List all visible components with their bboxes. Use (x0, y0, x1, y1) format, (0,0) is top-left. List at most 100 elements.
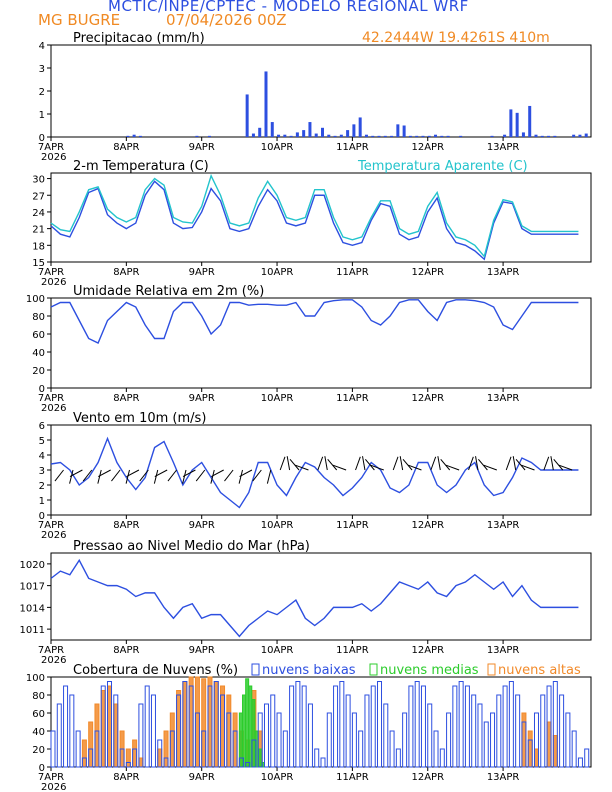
wind-arrow (82, 469, 93, 482)
wind-arrow (440, 458, 451, 471)
precip-bar (314, 133, 318, 137)
pressure-frame (50, 552, 592, 641)
cloud-bar-nuvens-altas (157, 748, 163, 768)
cloud-bar-nuvens-baixas (577, 757, 583, 768)
wind-arrow (364, 458, 375, 471)
wind-arrow (370, 464, 384, 471)
cloud-bar-nuvens-baixas (119, 748, 125, 768)
rh-xtick-label: 13APR (487, 393, 520, 404)
cloud-bar-nuvens-altas (220, 685, 226, 768)
wind-arrow (475, 456, 479, 471)
cloud-bar-nuvens-baixas (351, 712, 357, 768)
precip-bar (277, 134, 281, 137)
rh-xtick-label: 12APR (411, 393, 444, 404)
rh-xtick-label: 7APR (38, 393, 64, 404)
precip-bar (352, 124, 356, 137)
wind-year-label: 2026 (41, 530, 66, 541)
precip-bar (427, 135, 431, 137)
pressure-title: Pressao ao Nivel Medio do Mar (hPa) (73, 539, 310, 554)
wind-arrow (392, 456, 399, 471)
cloud-bar-nuvens-baixas (157, 739, 163, 768)
cloud-bar-nuvens-altas (125, 748, 131, 768)
wind-arrow (408, 464, 422, 471)
cloud-bar-nuvens-baixas (458, 681, 464, 768)
wind-arrow (54, 469, 64, 482)
wind-xtick-label: 8APR (113, 520, 139, 531)
wind-ytick-label: 3 (39, 466, 45, 477)
wind-arrow (402, 458, 413, 471)
temp-year-label: 2026 (41, 277, 66, 288)
wind-xtick-label: 12APR (411, 520, 444, 531)
cloud-bar-nuvens-baixas (540, 694, 546, 768)
cloud-bar-nuvens-medias (248, 685, 253, 768)
wind-arrow (224, 469, 234, 482)
wind-arrow (69, 469, 83, 478)
cloud-bar-nuvens-baixas (439, 748, 445, 768)
cloud-bar-nuvens-baixas (496, 694, 502, 768)
cloud-bar-nuvens-baixas (220, 694, 226, 768)
precip-bar (283, 134, 287, 137)
pressure-year-label: 2026 (41, 655, 66, 666)
cloud-legend-swatch (369, 663, 378, 676)
pressure-xtick-label: 12APR (411, 645, 444, 656)
cloud-legend-label: nuvens baixas (262, 663, 356, 678)
cloud-bar-nuvens-altas (81, 739, 87, 768)
cloud-bar-nuvens-baixas (56, 703, 62, 768)
cloud-legend-label: nuvens medias (380, 663, 479, 678)
cloud-bar-nuvens-baixas (88, 748, 94, 768)
precip-bar (521, 132, 525, 137)
cloud-bar-nuvens-altas (169, 712, 175, 768)
cloud-bar-nuvens-baixas (584, 748, 590, 768)
precip-bar (540, 135, 544, 137)
cloud-bar-nuvens-altas (521, 712, 527, 768)
cloud-legend-swatch (251, 663, 260, 676)
precip-year-label: 2026 (41, 152, 66, 163)
precip-bar (490, 135, 494, 137)
cloud-bar-nuvens-baixas (370, 685, 376, 768)
station-name: MG BUGRE (38, 11, 121, 29)
wind-xtick-label: 11APR (336, 520, 369, 531)
precip-bar (258, 127, 262, 137)
cloud-bar-nuvens-baixas (364, 694, 370, 768)
wind-arrow (332, 464, 347, 471)
precip-bar (572, 134, 576, 137)
cloud-bar-nuvens-baixas (169, 730, 175, 768)
cloud-bar-nuvens-altas (100, 690, 106, 768)
precip-bar (440, 135, 444, 137)
cloud-bar-nuvens-altas (201, 678, 207, 768)
pressure-ytick-label: 1014 (20, 603, 45, 614)
wind-xtick-label: 10APR (261, 520, 294, 531)
cloud-bar-nuvens-baixas (132, 748, 138, 768)
cloud-legend-swatch (487, 663, 496, 676)
cloud-bar-nuvens-baixas (490, 712, 496, 768)
rh-ytick-label: 80 (32, 312, 45, 323)
precip-bar (138, 135, 142, 137)
precip-bar (302, 130, 306, 137)
cloud-bar-nuvens-altas (207, 676, 213, 768)
wind-ytick-label: 1 (39, 496, 45, 507)
precip-xtick-label: 9APR (189, 142, 215, 153)
rh-xtick-label: 8APR (113, 393, 139, 404)
precip-ytick-label: 1 (39, 110, 45, 121)
wind-arrow (483, 464, 497, 471)
cloud-bar-nuvens-baixas (69, 694, 75, 768)
wind-frame (50, 424, 592, 516)
wind-arrow (252, 469, 262, 482)
pressure-line (50, 558, 579, 638)
chart-main-title: MCTIC/INPE/CPTEC - MODELO REGIONAL WRF (108, 0, 469, 15)
cloud-bar-nuvens-baixas (414, 681, 420, 768)
wind-arrow (289, 458, 300, 471)
clouds-ytick-label: 80 (32, 691, 45, 702)
precip-bar (547, 135, 551, 137)
cloud-bar-nuvens-baixas (263, 703, 269, 768)
wind-arrow (238, 469, 243, 484)
wind-arrow (111, 469, 121, 482)
temp-xtick-label: 10APR (261, 267, 294, 278)
cloud-bar-nuvens-baixas (333, 685, 339, 768)
cloud-bar-nuvens-baixas (420, 685, 426, 768)
wind-arrow (195, 469, 206, 482)
cloud-bar-nuvens-baixas (508, 681, 514, 768)
wind-arrow (125, 469, 130, 484)
precip-bar (402, 125, 406, 137)
